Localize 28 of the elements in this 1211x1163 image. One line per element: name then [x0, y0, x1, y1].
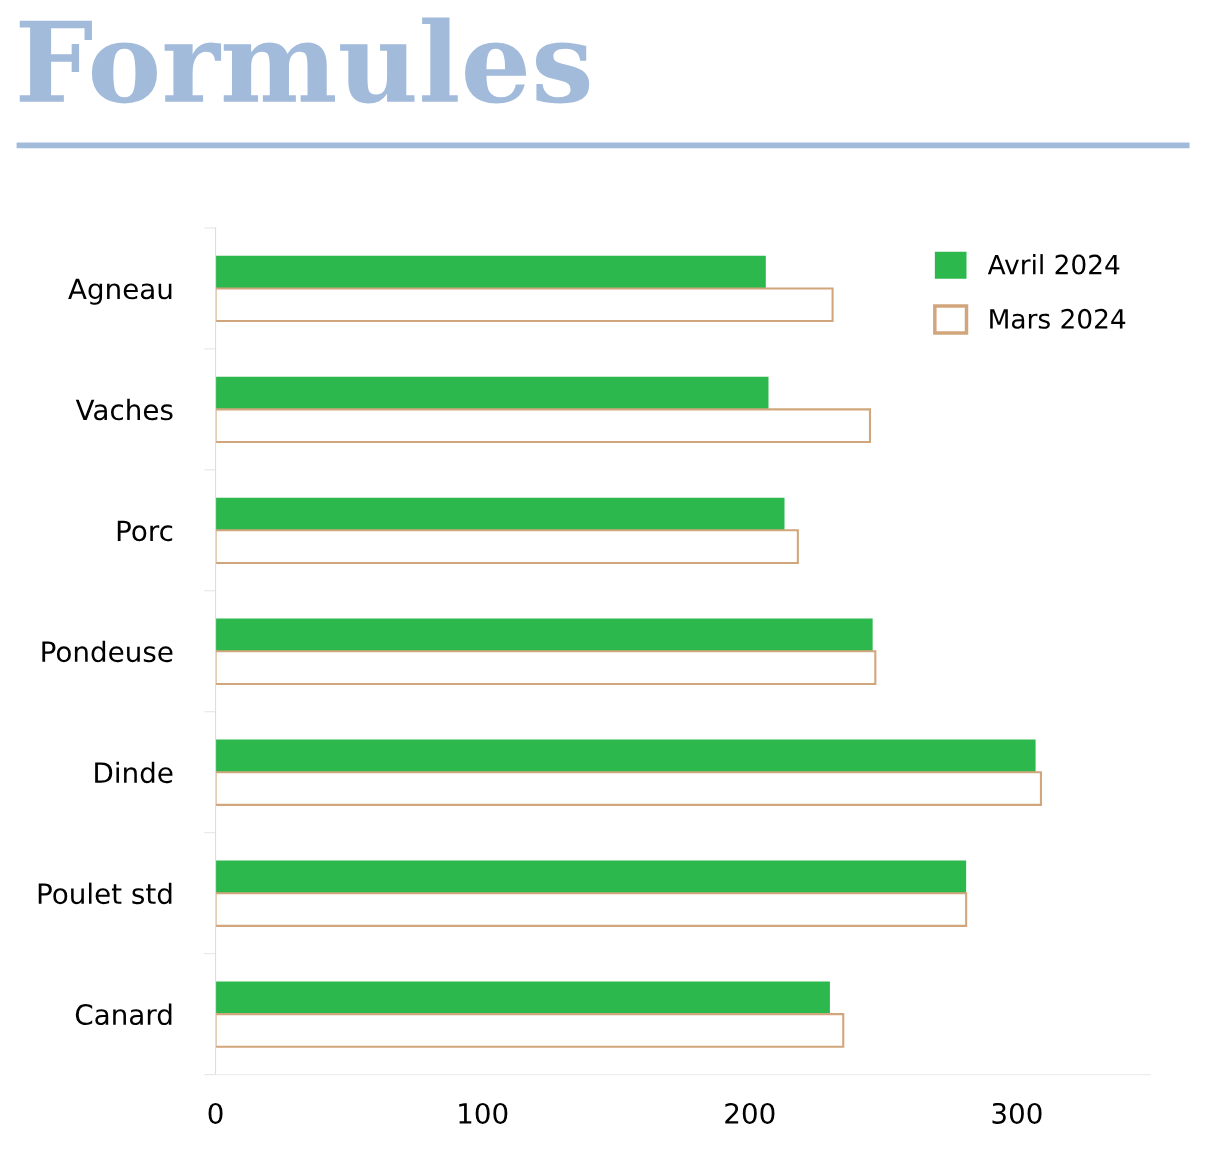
- bar: [215, 618, 873, 652]
- bar: [215, 408, 872, 444]
- chart-title: Formules: [19, 17, 590, 104]
- bar: [215, 287, 834, 323]
- bar: [215, 1013, 845, 1048]
- y-tick-label: Agneau: [68, 278, 172, 305]
- bar: [215, 981, 830, 1015]
- bar: [215, 771, 1042, 806]
- bar: [215, 255, 766, 289]
- bar: [215, 650, 877, 685]
- bar: [215, 497, 785, 531]
- x-tick-label: 100: [459, 1102, 508, 1124]
- bar: [215, 529, 799, 565]
- bar: [215, 892, 968, 927]
- x-tick-label: 200: [725, 1102, 775, 1124]
- legend-label: Mars 2024: [990, 308, 1126, 329]
- y-tick-label: Canard: [75, 1003, 172, 1026]
- x-tick-label: 300: [992, 1102, 1042, 1124]
- bar: [215, 860, 967, 894]
- y-tick-label: Vaches: [75, 398, 173, 421]
- x-tick-label: 0: [208, 1102, 223, 1124]
- y-tick-label: Poulet std: [38, 882, 172, 905]
- bar: [215, 739, 1036, 773]
- y-tick-label: Dinde: [95, 761, 173, 784]
- y-tick-label: Pondeuse: [42, 640, 173, 663]
- legend-label: Avril 2024: [987, 254, 1120, 275]
- y-tick-label: Porc: [117, 520, 173, 542]
- bar: [215, 376, 769, 410]
